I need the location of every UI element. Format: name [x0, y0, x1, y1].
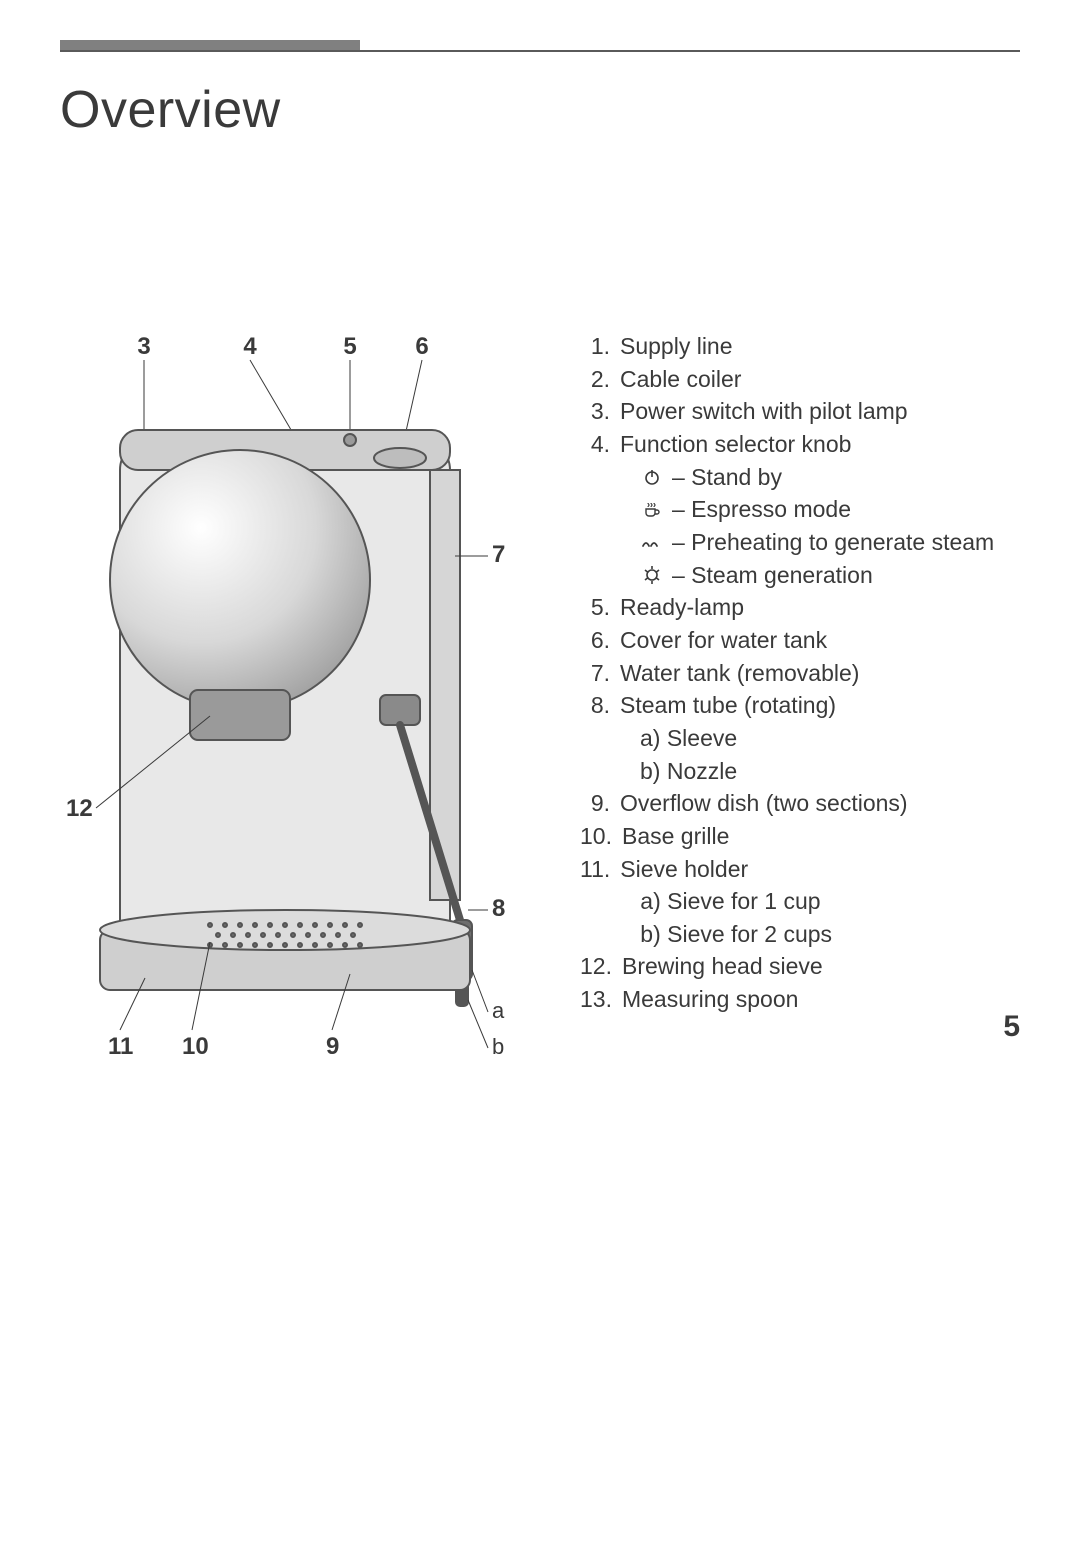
sub-item: a) Sleeve [620, 722, 1020, 755]
espresso-machine-diagram: 3 4 5 6 [60, 330, 540, 1160]
svg-text:7: 7 [492, 541, 505, 568]
list-item: 12.Brewing head sieve [580, 950, 1020, 983]
list-item: 10.Base grille [580, 820, 1020, 853]
mode-row: – Stand by [620, 461, 1020, 494]
list-item: 5.Ready-lamp [580, 591, 1020, 624]
item-text: Steam tube (rotating) a) Sleeve b) Nozzl… [620, 689, 1020, 787]
item-number: 1. [580, 330, 620, 363]
page-title: Overview [60, 80, 1020, 140]
item-number: 11. [580, 853, 620, 951]
sub-item: a) Sieve for 1 cup [620, 885, 1020, 918]
preheat-icon [640, 530, 664, 554]
list-item: 2.Cable coiler [580, 363, 1020, 396]
svg-text:12: 12 [66, 795, 93, 822]
mode-row: – Steam generation [620, 559, 1020, 592]
svg-text:a: a [492, 998, 505, 1023]
header-rule-thin [60, 50, 1020, 52]
header-rule-thick [60, 40, 360, 50]
svg-text:b: b [492, 1034, 504, 1059]
list-item: 8. Steam tube (rotating) a) Sleeve b) No… [580, 689, 1020, 787]
diagram-column: 3 4 5 6 [60, 330, 540, 1160]
espresso-icon [640, 498, 664, 522]
svg-text:9: 9 [326, 1033, 339, 1060]
item-text: Brewing head sieve [622, 950, 1020, 983]
sub-item: b) Nozzle [620, 755, 1020, 788]
svg-text:5: 5 [343, 333, 356, 360]
item-number: 2. [580, 363, 620, 396]
item-number: 6. [580, 624, 620, 657]
svg-text:4: 4 [243, 333, 257, 360]
item-text: Cable coiler [620, 363, 1020, 396]
item-number: 5. [580, 591, 620, 624]
svg-text:3: 3 [137, 333, 150, 360]
item-number: 10. [580, 820, 622, 853]
page: Overview 3 4 5 6 [60, 40, 1020, 1160]
item-label: Function selector knob [620, 431, 851, 457]
item-text: Base grille [622, 820, 1020, 853]
item-text: Overflow dish (two sections) [620, 787, 1020, 820]
sub-item: b) Sieve for 2 cups [620, 918, 1020, 951]
mode-row: – Preheating to generate steam [620, 526, 1020, 559]
content-row: 3 4 5 6 [60, 330, 1020, 1160]
svg-text:6: 6 [415, 333, 428, 360]
list-item: 1.Supply line [580, 330, 1020, 363]
list-item: 13.Measuring spoon [580, 983, 1020, 1016]
item-number: 4. [580, 428, 620, 591]
item-text: Measuring spoon [622, 983, 1020, 1016]
list-item: 3.Power switch with pilot lamp [580, 395, 1020, 428]
item-text: Cover for water tank [620, 624, 1020, 657]
item-number: 12. [580, 950, 622, 983]
steam-icon [640, 563, 664, 587]
mode-label: – Preheating to generate steam [672, 526, 994, 559]
item-number: 7. [580, 657, 620, 690]
item-text: Power switch with pilot lamp [620, 395, 1020, 428]
mode-row: – Espresso mode [620, 493, 1020, 526]
mode-label: – Steam generation [672, 559, 873, 592]
item-number: 3. [580, 395, 620, 428]
item-number: 8. [580, 689, 620, 787]
page-number: 5 [1003, 1010, 1020, 1044]
item-text: Function selector knob – Stand by – Esp [620, 428, 1020, 591]
list-item: 4. Function selector knob – Stand by [580, 428, 1020, 591]
item-number: 13. [580, 983, 622, 1016]
list-item: 11. Sieve holder a) Sieve for 1 cup b) S… [580, 853, 1020, 951]
item-label: Steam tube (rotating) [620, 692, 836, 718]
mode-label: – Espresso mode [672, 493, 851, 526]
item-text: Supply line [620, 330, 1020, 363]
list-item: 9.Overflow dish (two sections) [580, 787, 1020, 820]
standby-icon [640, 465, 664, 489]
item-number: 9. [580, 787, 620, 820]
parts-list-column: 1.Supply line 2.Cable coiler 3.Power swi… [580, 330, 1020, 1160]
item-text: Sieve holder a) Sieve for 1 cup b) Sieve… [620, 853, 1020, 951]
list-item: 6.Cover for water tank [580, 624, 1020, 657]
svg-text:8: 8 [492, 895, 505, 922]
svg-text:10: 10 [182, 1033, 209, 1060]
mode-label: – Stand by [672, 461, 782, 494]
list-item: 7.Water tank (removable) [580, 657, 1020, 690]
item-text: Water tank (removable) [620, 657, 1020, 690]
svg-text:11: 11 [108, 1033, 133, 1060]
parts-list: 1.Supply line 2.Cable coiler 3.Power swi… [580, 330, 1020, 1016]
item-label: Sieve holder [620, 856, 748, 882]
item-text: Ready-lamp [620, 591, 1020, 624]
